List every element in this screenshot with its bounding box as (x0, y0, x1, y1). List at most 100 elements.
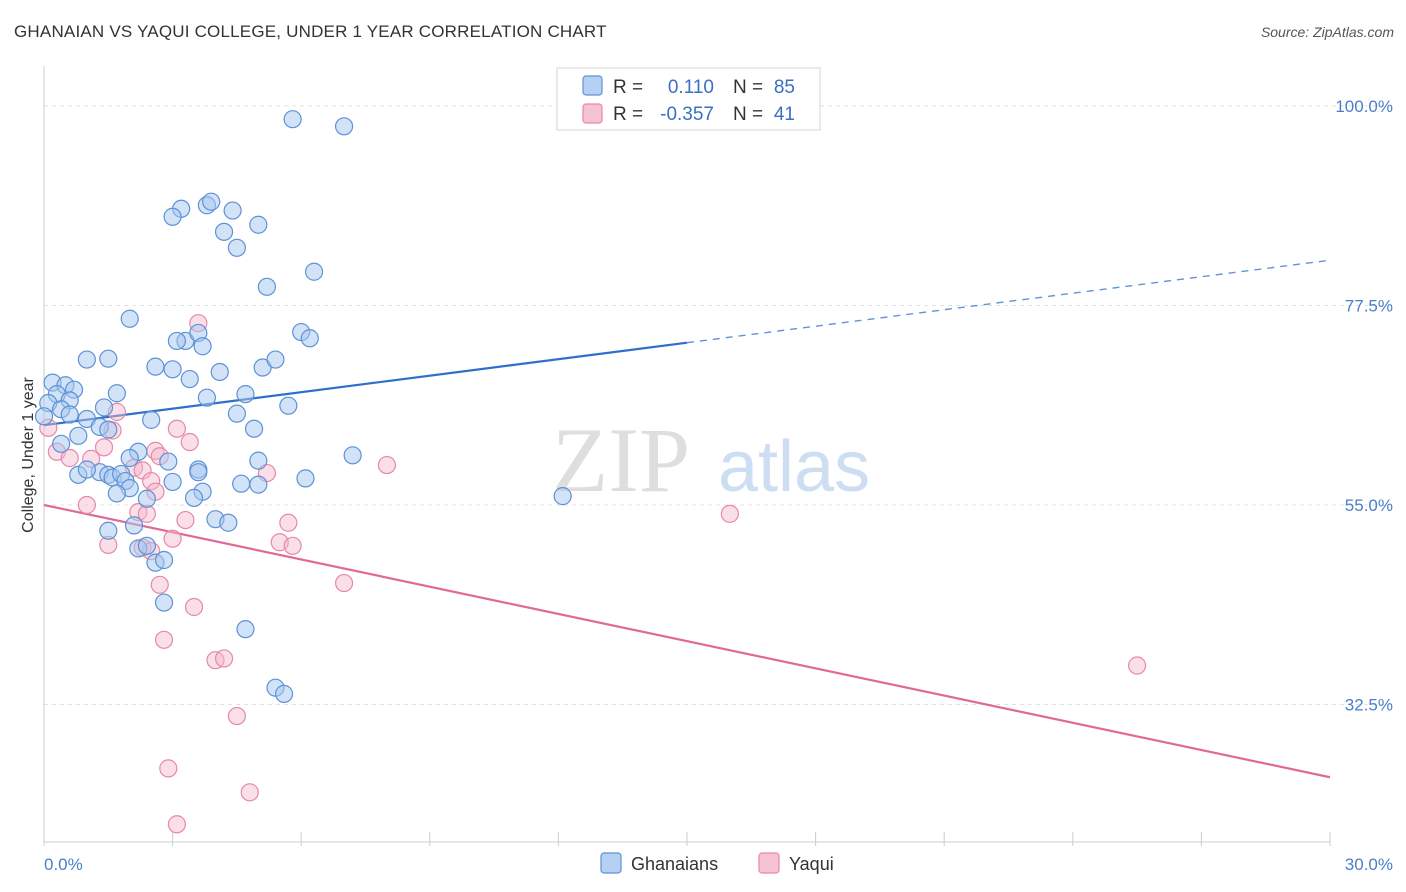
ghanaians-point (107, 484, 126, 503)
ghanaians-point (77, 460, 96, 479)
y-tick-labels: 32.5% 55.0% 77.5% 100.0% (1335, 97, 1393, 715)
y-tick-label: 77.5% (1345, 296, 1393, 315)
ghanaians-point (283, 110, 302, 129)
yaqui-point (720, 504, 739, 523)
yaqui-point (150, 575, 169, 594)
ghanaians-point (137, 489, 156, 508)
yaqui-point (167, 815, 186, 834)
ghanaians-point (77, 350, 96, 369)
ghanaians-point (99, 420, 118, 439)
yaqui-point (142, 471, 161, 491)
ghanaians-point (142, 410, 161, 429)
yaqui-point (1127, 656, 1147, 675)
legend-r-label-1: R = (613, 77, 643, 98)
ghanaians-point (34, 407, 54, 426)
ghanaians-point (193, 337, 212, 356)
ghanaians-point (120, 448, 139, 468)
y-tick-label: 100.0% (1335, 97, 1393, 116)
ghanaians-point (279, 396, 298, 415)
legend-r-label-2: R = (613, 104, 643, 125)
y-tick-label: 32.5% (1345, 696, 1393, 715)
trend-line-ghanaians-extension (686, 259, 1331, 344)
ghanaians-point (219, 513, 238, 532)
ghanaians-point (189, 463, 208, 482)
yaqui-point (279, 513, 298, 532)
ghanaians-point (249, 215, 268, 234)
x-tick-label-min: 0.0% (44, 855, 83, 874)
ghanaians-point (232, 474, 251, 493)
ghanaians-point (184, 488, 204, 507)
x-tick-label-max: 30.0% (1345, 855, 1393, 874)
ghanaians-point (236, 385, 255, 404)
yaqui-point (167, 419, 186, 438)
ghanaians-point (146, 357, 165, 376)
ghanaians-point (167, 331, 186, 351)
ghanaians-point (227, 238, 246, 257)
series-legend-swatch-ghanaians (600, 852, 622, 874)
ghanaians-point (334, 117, 354, 136)
legend-swatch-ghanaians (582, 75, 603, 96)
ghanaians-point (236, 620, 255, 639)
ghanaians-point (249, 475, 268, 494)
watermark-zip: ZIP (552, 409, 690, 511)
ghanaians-point (154, 550, 174, 570)
yaqui-point (377, 455, 397, 475)
ghanaians-point (223, 201, 242, 220)
x-tick-marks (43, 832, 1331, 846)
stats-legend: R = 0.110 N = 85 R = -0.357 N = 41 (556, 67, 821, 131)
ghanaians-point (163, 207, 182, 226)
ghanaians-point (154, 593, 174, 612)
yaqui-point (180, 432, 199, 452)
series-legend-label-ghanaians: Ghanaians (631, 854, 718, 874)
yaqui-point (240, 783, 259, 802)
ghanaians-point (304, 262, 324, 281)
ghanaians-point (69, 426, 88, 445)
ghanaians-point (553, 487, 572, 506)
ghanaians-point (137, 536, 156, 555)
legend-swatch-yaqui (582, 103, 603, 124)
yaqui-point (77, 495, 96, 515)
yaqui-point (334, 573, 354, 593)
ghanaians-point (99, 349, 118, 368)
yaqui-point (227, 706, 246, 726)
grid-lines (44, 105, 1393, 706)
trend-lines (43, 259, 1331, 779)
ghanaians-point (197, 388, 216, 407)
ghanaians-point (107, 384, 126, 403)
ghanaians-point (257, 277, 277, 296)
yaqui-point (159, 759, 178, 778)
ghanaians-point (163, 472, 182, 492)
ghanaians-point (202, 192, 221, 211)
ghanaians-point (159, 452, 178, 471)
yaqui-point (60, 448, 79, 468)
yaqui-point (154, 630, 174, 649)
ghanaians-point (300, 329, 319, 348)
ghanaians-point (343, 446, 362, 465)
yaqui-point (214, 649, 234, 668)
ghanaians-point (60, 405, 79, 424)
yaqui-point (163, 529, 182, 548)
series-legend-label-yaqui: Yaqui (789, 854, 834, 874)
yaqui-point (94, 438, 114, 457)
yaqui-point (184, 597, 204, 617)
ghanaians-points (34, 110, 572, 703)
series-legend-swatch-yaqui (758, 852, 780, 874)
ghanaians-point (249, 451, 268, 470)
ghanaians-point (180, 369, 199, 389)
legend-n-label-1: N = (733, 77, 763, 98)
trend-line-yaqui (43, 503, 1331, 779)
legend-n-value-1: 85 (774, 77, 795, 98)
ghanaians-point (227, 404, 246, 423)
ghanaians-point (210, 362, 229, 382)
legend-n-value-2: 41 (774, 104, 795, 125)
legend-r-value-2: -0.357 (660, 104, 714, 125)
legend-n-label-2: N = (733, 104, 763, 125)
series-legend: Ghanaians Yaqui (600, 852, 834, 874)
ghanaians-point (266, 350, 285, 369)
yaqui-point (283, 536, 302, 555)
ghanaians-point (120, 309, 139, 328)
chart-title: GHANAIAN VS YAQUI COLLEGE, UNDER 1 YEAR … (14, 22, 607, 41)
yaqui-point (176, 510, 195, 530)
y-axis-label: College, Under 1 year (20, 377, 37, 533)
